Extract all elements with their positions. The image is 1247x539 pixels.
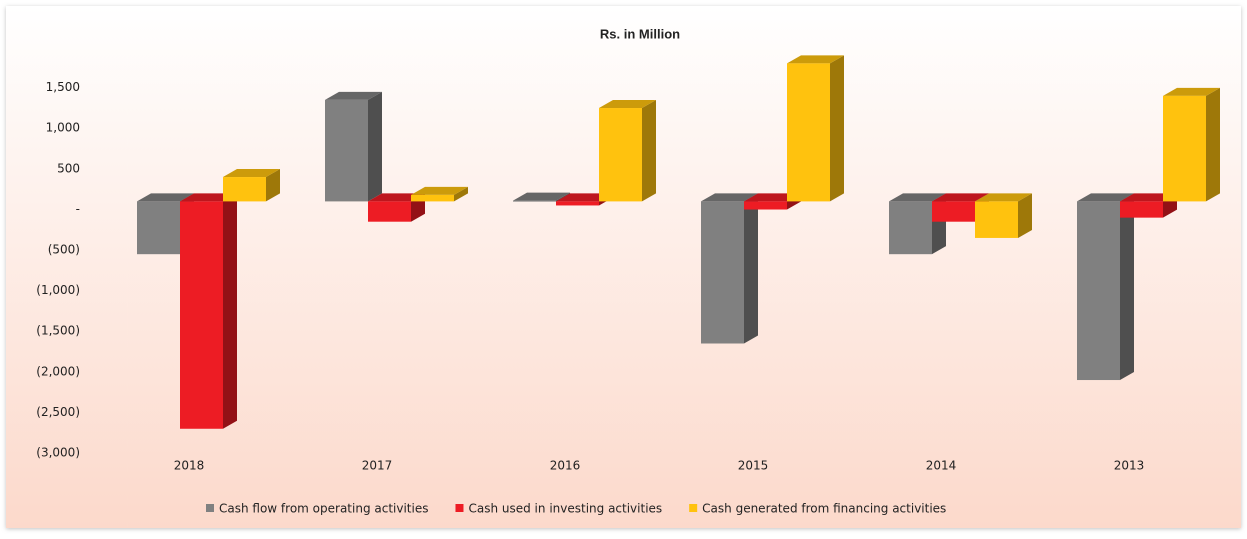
x-tick-label: 2016 — [550, 459, 581, 473]
bar-side — [454, 186, 468, 202]
bar — [932, 201, 975, 222]
bar-top — [137, 193, 194, 202]
bar-side — [1018, 193, 1032, 238]
y-tick-label: (1,000) — [36, 283, 80, 297]
bar — [1120, 201, 1163, 218]
legend-label: Cash generated from financing activities — [702, 502, 946, 516]
y-tick-label: - — [76, 202, 80, 216]
bar-side — [830, 55, 844, 202]
bar — [701, 201, 744, 344]
bar — [744, 201, 787, 210]
bar — [1163, 95, 1206, 202]
y-tick-label: 500 — [57, 161, 80, 175]
bar-side — [223, 193, 237, 429]
bar-top — [223, 169, 280, 178]
bar-top — [744, 193, 801, 202]
bar — [325, 99, 368, 202]
bar — [889, 201, 932, 255]
x-tick-label: 2017 — [362, 459, 393, 473]
bar-top — [368, 193, 425, 202]
bar-top — [513, 192, 570, 201]
legend-label: Cash used in investing activities — [468, 502, 662, 516]
bar — [787, 63, 830, 202]
bar-side — [1206, 87, 1220, 202]
y-tick-label: (1,500) — [36, 324, 80, 338]
chart-title: Rs. in Million — [600, 26, 680, 41]
bar-top — [975, 193, 1032, 202]
bar — [180, 201, 223, 429]
bar-side — [642, 100, 656, 202]
bar-side — [368, 91, 382, 202]
bar-top — [701, 193, 758, 202]
bar-side — [744, 193, 758, 344]
bar — [556, 201, 599, 206]
bar-top — [180, 193, 237, 202]
bar — [223, 177, 266, 202]
bar-top — [1120, 193, 1177, 202]
legend-swatch — [689, 504, 698, 512]
bar-top — [1163, 87, 1220, 96]
y-tick-label: 1,000 — [46, 121, 80, 135]
x-tick-label: 2018 — [174, 459, 205, 473]
bar-side — [266, 169, 280, 202]
bar-top — [325, 91, 382, 100]
bar — [599, 108, 642, 202]
legend-swatch — [455, 504, 464, 512]
y-tick-label: (2,000) — [36, 364, 80, 378]
bar-top — [787, 55, 844, 64]
bar — [368, 201, 411, 222]
bar — [411, 194, 454, 202]
bar-top — [411, 186, 468, 195]
legend-label: Cash flow from operating activities — [219, 502, 428, 516]
y-tick-label: (3,000) — [36, 446, 80, 460]
bar-side — [1120, 193, 1134, 381]
bar-top — [1077, 193, 1134, 202]
x-tick-label: 2013 — [1114, 459, 1145, 473]
x-tick-label: 2014 — [926, 459, 957, 473]
bar-top — [932, 193, 989, 202]
bar — [513, 200, 556, 202]
bar-side — [556, 192, 570, 202]
bar-top — [599, 100, 656, 109]
legend-swatch — [206, 504, 214, 512]
bar — [137, 201, 180, 255]
y-tick-label: (500) — [48, 243, 80, 257]
bar-top — [556, 193, 613, 202]
x-tick-label: 2015 — [738, 459, 769, 473]
bar — [975, 201, 1018, 238]
y-tick-label: (2,500) — [36, 405, 80, 419]
bar — [1077, 201, 1120, 381]
bar-top — [889, 193, 946, 202]
y-tick-label: 1,500 — [46, 80, 80, 94]
